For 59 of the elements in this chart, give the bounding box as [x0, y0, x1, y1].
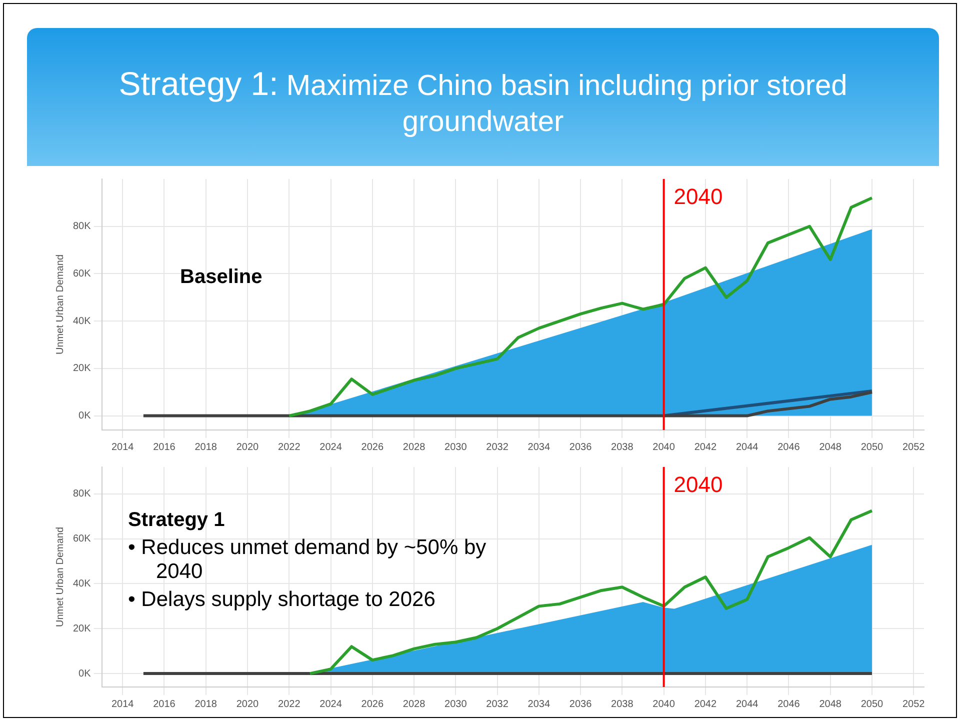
x-tick-label: 2034 — [528, 698, 550, 710]
ref-line-label: 2040 — [674, 184, 723, 210]
annotation: • Delays supply shortage to 2026 — [128, 588, 436, 612]
x-tick-label: 2014 — [111, 442, 134, 453]
x-tick-label: 2042 — [694, 698, 717, 710]
x-tick-label: 2026 — [361, 698, 384, 710]
x-tick-label: 2028 — [402, 442, 426, 453]
y-tick-label: 0K — [78, 410, 92, 422]
x-tick-label: 2020 — [236, 442, 260, 453]
chart-title: Strategy 1: Maximize Chino basin including prior stored groundwater — [27, 28, 939, 166]
x-tick-label: 2040 — [652, 698, 676, 710]
x-tick-label: 2032 — [486, 698, 509, 710]
x-tick-label: 2018 — [194, 442, 218, 453]
y-axis-title: Unmet Urban Demand — [54, 254, 66, 355]
y-tick-label: 20K — [72, 363, 92, 374]
x-tick-label: 2024 — [320, 442, 342, 453]
x-tick-label: 2040 — [652, 442, 676, 453]
x-tick-label: 2028 — [402, 698, 426, 710]
x-tick-label: 2022 — [278, 442, 301, 453]
x-tick-label: 2036 — [569, 698, 592, 710]
x-tick-label: 2050 — [860, 698, 884, 710]
x-tick-label: 2030 — [444, 442, 468, 453]
x-tick-label: 2052 — [902, 698, 926, 710]
x-tick-label: 2044 — [736, 698, 759, 710]
annotation: • Reduces unmet demand by ~50% by 2040 — [128, 536, 488, 584]
x-tick-label: 2016 — [153, 442, 176, 453]
x-tick-label: 2046 — [778, 442, 800, 453]
y-axis-title: Unmet Urban Demand — [54, 526, 66, 628]
x-tick-label: 2038 — [611, 442, 634, 453]
x-tick-label: 2016 — [153, 698, 176, 710]
x-tick-label: 2046 — [778, 698, 800, 710]
x-tick-label: 2038 — [611, 698, 634, 710]
x-tick-label: 2042 — [694, 442, 717, 453]
y-tick-label: 60K — [72, 534, 92, 545]
x-tick-label: 2014 — [111, 698, 134, 710]
x-tick-label: 2036 — [569, 442, 592, 453]
x-tick-label: 2022 — [278, 698, 301, 710]
x-tick-label: 2024 — [320, 698, 342, 710]
x-tick-label: 2048 — [819, 442, 842, 453]
y-tick-label: 60K — [72, 268, 92, 280]
annotation: Baseline — [180, 266, 262, 288]
y-tick-label: 80K — [72, 488, 92, 500]
y-tick-label: 40K — [72, 578, 92, 590]
y-tick-label: 20K — [72, 623, 92, 634]
x-tick-label: 2032 — [486, 442, 509, 453]
x-tick-label: 2030 — [444, 698, 468, 710]
ref-line-label: 2040 — [674, 472, 723, 498]
x-tick-label: 2050 — [860, 442, 884, 453]
x-tick-label: 2048 — [819, 698, 842, 710]
x-tick-label: 2044 — [736, 442, 759, 453]
x-tick-label: 2026 — [361, 442, 384, 453]
y-tick-label: 80K — [72, 221, 92, 232]
x-tick-label: 2020 — [236, 698, 260, 710]
y-tick-label: 0K — [78, 668, 92, 680]
x-tick-label: 2052 — [902, 442, 926, 453]
annotation: Strategy 1 — [128, 509, 225, 531]
y-tick-label: 40K — [72, 316, 92, 327]
x-tick-label: 2018 — [194, 698, 218, 710]
x-tick-label: 2034 — [528, 442, 550, 453]
